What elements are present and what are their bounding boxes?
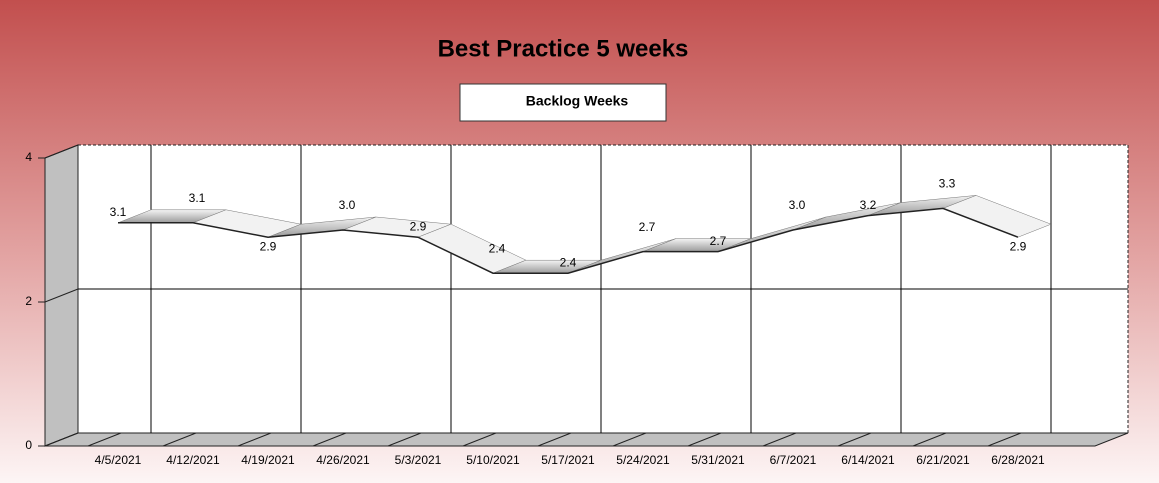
- data-label: 3.2: [860, 198, 877, 212]
- grid-line: [44, 144, 79, 159]
- floor-tick: [987, 432, 1022, 447]
- grid-line: [44, 432, 79, 447]
- data-label: 2.4: [560, 255, 577, 269]
- floor-tick: [537, 432, 572, 447]
- y-tick-label: 2: [25, 294, 32, 308]
- floor-tick: [87, 432, 122, 447]
- data-label: 3.0: [789, 198, 806, 212]
- data-label: 3.3: [939, 177, 956, 191]
- data-label: 3.1: [189, 191, 206, 205]
- floor: [44, 432, 1129, 447]
- floor-tick: [837, 432, 872, 447]
- grid-line: [44, 288, 79, 303]
- x-tick-label: 5/17/2021: [541, 453, 595, 467]
- x-tick-label: 5/24/2021: [616, 453, 670, 467]
- data-label: 3.1: [110, 205, 127, 219]
- x-tick-label: 4/26/2021: [316, 453, 370, 467]
- x-tick-label: 6/21/2021: [916, 453, 970, 467]
- floor-tick: [312, 432, 347, 447]
- data-label: 2.9: [1010, 239, 1027, 253]
- data-label: 2.7: [710, 234, 727, 248]
- floor-tick: [762, 432, 797, 447]
- x-tick-label: 6/14/2021: [841, 453, 895, 467]
- floor-tick: [612, 432, 647, 447]
- floor-tick: [912, 432, 947, 447]
- data-label: 2.4: [489, 241, 506, 255]
- x-tick-label: 5/3/2021: [395, 453, 442, 467]
- x-tick-label: 5/31/2021: [691, 453, 745, 467]
- data-label: 2.9: [410, 219, 427, 233]
- floor-tick: [237, 432, 272, 447]
- floor-tick: [687, 432, 722, 447]
- chart-title: Best Practice 5 weeks: [438, 35, 689, 62]
- floor-tick: [162, 432, 197, 447]
- legend-box: [459, 83, 667, 122]
- x-tick-label: 4/12/2021: [166, 453, 220, 467]
- floor-tick: [462, 432, 497, 447]
- y-tick-label: 4: [25, 150, 32, 164]
- x-tick-label: 4/19/2021: [241, 453, 295, 467]
- x-tick-label: 6/28/2021: [991, 453, 1045, 467]
- x-tick-label: 5/10/2021: [466, 453, 520, 467]
- data-label: 2.9: [260, 239, 277, 253]
- series-line: [118, 207, 1019, 274]
- data-label: 2.7: [639, 220, 656, 234]
- legend-entry: Backlog Weeks: [526, 93, 629, 109]
- x-tick-label: 6/7/2021: [770, 453, 817, 467]
- floor-tick: [387, 432, 422, 447]
- x-tick-label: 4/5/2021: [95, 453, 142, 467]
- y-tick-label: 0: [25, 438, 32, 452]
- data-label: 3.0: [339, 198, 356, 212]
